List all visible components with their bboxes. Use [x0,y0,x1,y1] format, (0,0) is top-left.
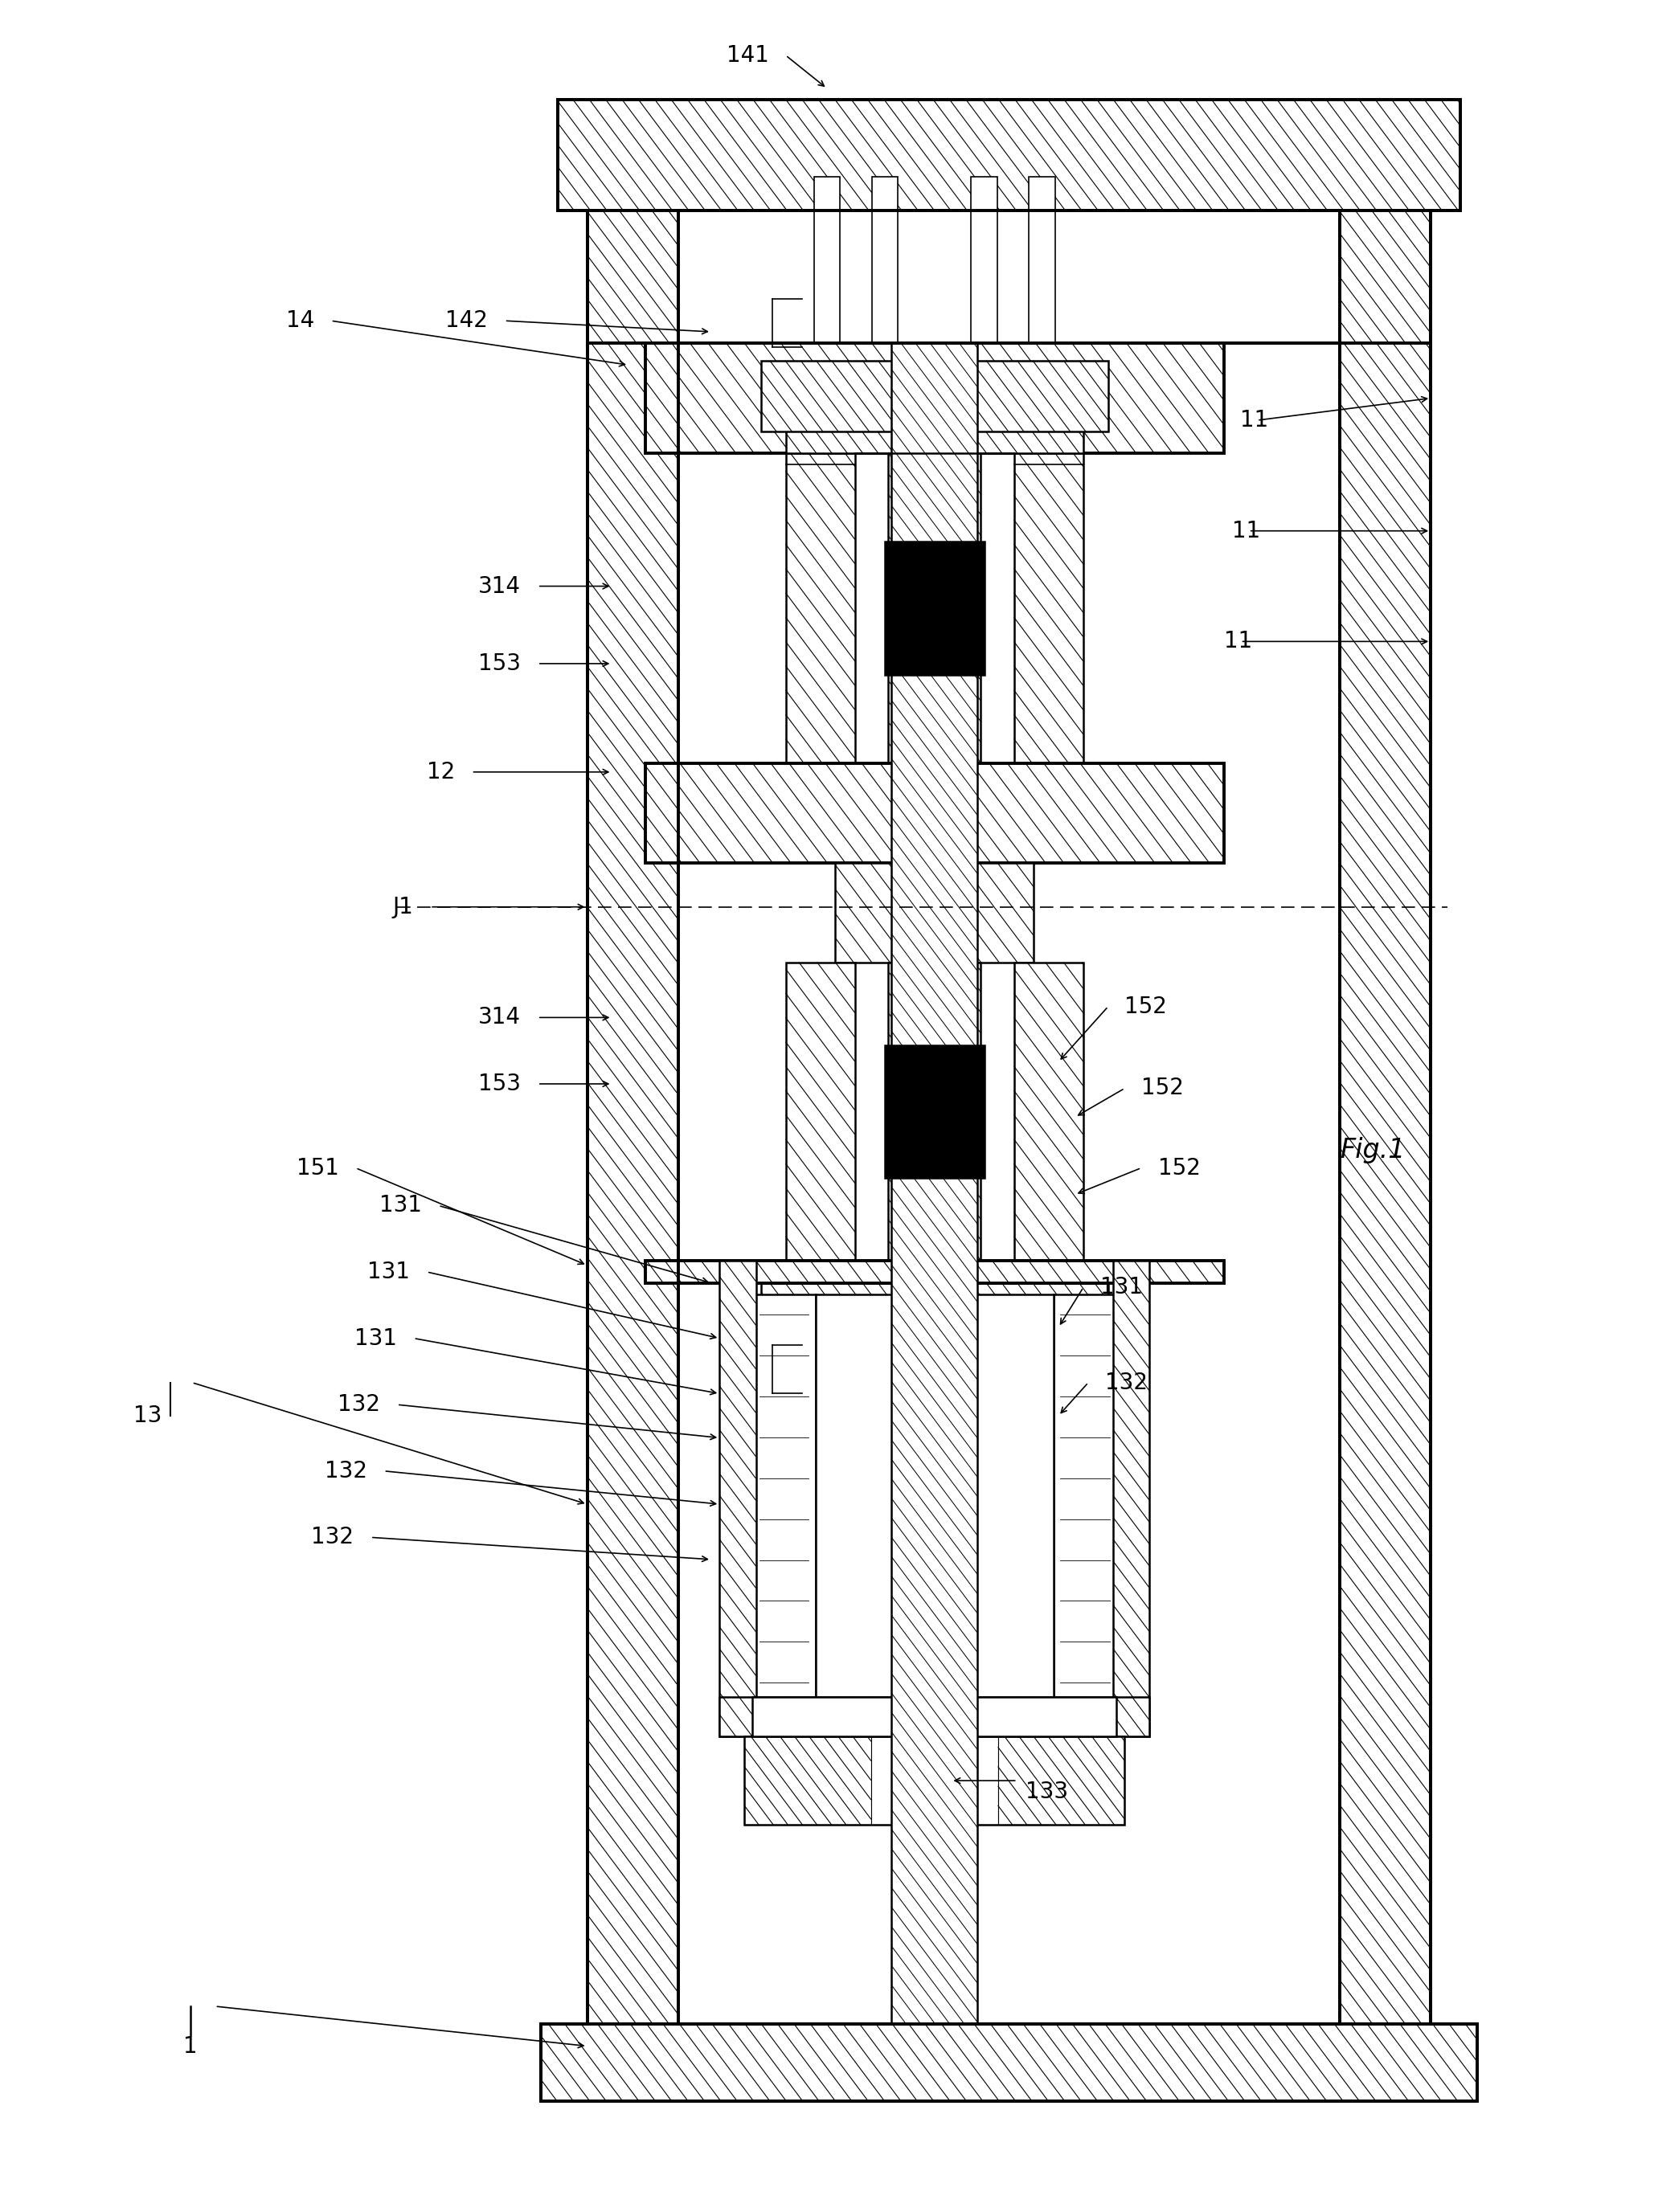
Polygon shape [1113,1261,1150,1736]
Text: 132: 132 [1105,1371,1148,1394]
Bar [815,1526,1054,1566]
Bar [885,542,984,675]
Text: 314: 314 [478,575,521,597]
Polygon shape [888,453,981,763]
Polygon shape [1014,453,1083,763]
Text: 133: 133 [1025,1781,1068,1803]
Text: 151: 151 [296,1157,339,1179]
Polygon shape [761,1283,1108,1354]
Polygon shape [587,343,678,2024]
Text: 152: 152 [1158,1157,1201,1179]
Bar [744,1736,872,1825]
Polygon shape [1340,343,1431,2024]
Text: 132: 132 [324,1460,367,1482]
Text: 131: 131 [354,1327,397,1349]
Bar [971,177,997,343]
Bar [815,1298,1054,1340]
Bar [814,177,840,343]
Polygon shape [1014,962,1083,1261]
Polygon shape [786,376,1083,453]
Polygon shape [888,962,981,1261]
Polygon shape [892,343,978,2024]
Text: 132: 132 [311,1526,354,1548]
Polygon shape [719,1261,756,1736]
Polygon shape [678,210,1340,343]
Text: 11: 11 [1240,409,1269,431]
Text: 153: 153 [478,653,521,675]
Text: 141: 141 [726,44,769,66]
Text: 11: 11 [1232,520,1260,542]
Text: 153: 153 [478,1073,521,1095]
Polygon shape [645,343,1224,453]
Text: 314: 314 [478,1006,521,1029]
Bar [753,1294,815,1703]
Text: Fig.1: Fig.1 [1340,1137,1406,1164]
Text: 13: 13 [134,1405,162,1427]
Polygon shape [587,210,678,343]
Bar [1054,1294,1116,1703]
Bar [815,1573,1054,1613]
Bar [815,1345,1054,1385]
Text: 14: 14 [286,310,314,332]
Text: 152: 152 [1141,1077,1184,1099]
Text: 1: 1 [184,2035,197,2057]
Bar [872,177,898,343]
Bar [885,1046,984,1179]
Bar [815,1294,1054,1703]
Polygon shape [645,763,1224,863]
Text: 131: 131 [379,1194,422,1217]
Text: 132: 132 [337,1394,380,1416]
Polygon shape [719,1697,1150,1736]
Text: 131: 131 [367,1261,410,1283]
Bar [815,1482,1054,1522]
Polygon shape [786,962,855,1261]
Bar [744,1736,1125,1825]
Bar [815,1391,1054,1431]
Bar [872,1736,997,1825]
Text: 12: 12 [427,761,455,783]
Text: 11: 11 [1224,630,1252,653]
Text: 152: 152 [1125,995,1168,1018]
Bar [1029,177,1055,343]
Polygon shape [786,1261,1083,1338]
Polygon shape [835,863,1034,962]
Bar [753,1697,1116,1736]
Polygon shape [786,453,855,763]
Text: J1: J1 [392,896,414,918]
Bar [815,1436,1054,1475]
Polygon shape [557,100,1460,210]
Bar [815,1663,1054,1703]
Text: 131: 131 [1100,1276,1143,1298]
Bar [997,1736,1125,1825]
Polygon shape [645,1261,1224,1283]
Polygon shape [761,361,1108,431]
Text: 142: 142 [445,310,488,332]
Bar [815,1617,1054,1657]
Polygon shape [541,2024,1477,2101]
Polygon shape [1340,210,1431,343]
